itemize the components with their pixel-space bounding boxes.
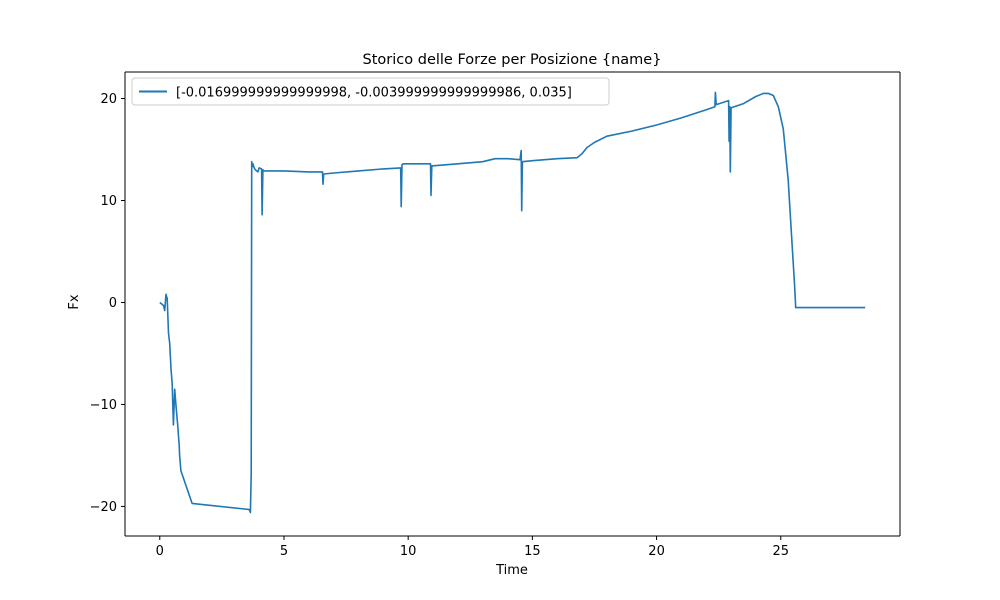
x-tick-label: 20	[648, 544, 665, 559]
y-tick-label: −10	[90, 398, 117, 413]
x-axis-label: Time	[495, 563, 528, 578]
x-tick-label: 0	[156, 544, 164, 559]
x-tick-label: 5	[280, 544, 288, 559]
y-axis-label: Fx	[67, 294, 82, 309]
x-tick-label: 10	[400, 544, 417, 559]
y-tick-label: −20	[90, 500, 117, 515]
legend: [-0.016999999999999998, -0.0039999999999…	[131, 77, 610, 106]
y-tick-label: 10	[100, 194, 117, 209]
chart-title: Storico delle Forze per Posizione {name}	[363, 52, 662, 68]
x-tick-label: 25	[772, 544, 789, 559]
plot-layer: 0 5 10 15 20 25 −20 −10 0 10 20	[90, 71, 901, 559]
y-tick-label: 20	[100, 92, 117, 107]
x-tick-label: 15	[524, 544, 541, 559]
legend-frame	[131, 77, 610, 106]
series-line-0	[159, 91, 866, 514]
y-tick-label: 0	[109, 296, 117, 311]
legend-series-label: [-0.016999999999999998, -0.0039999999999…	[176, 86, 572, 101]
